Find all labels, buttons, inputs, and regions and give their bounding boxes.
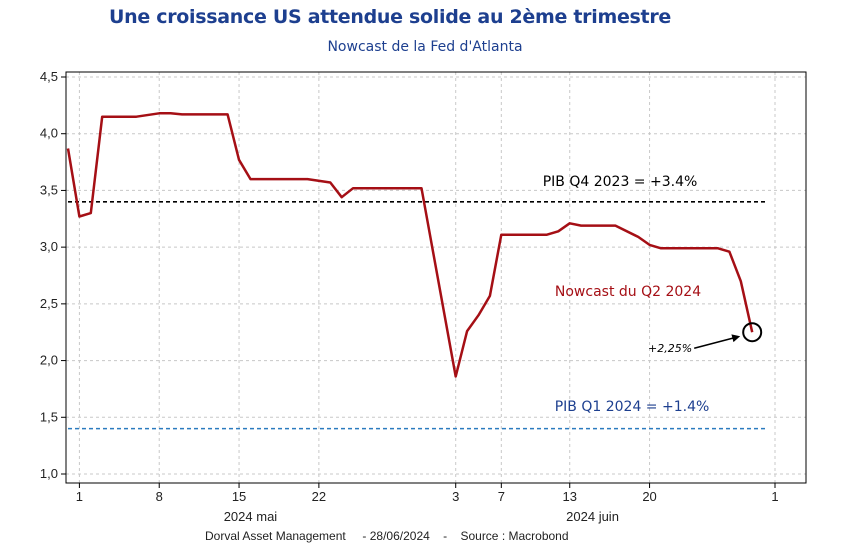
source-footer: Dorval Asset Management - 28/06/2024 - S… xyxy=(205,529,569,543)
last-value-marker xyxy=(742,322,763,343)
series-label: Nowcast du Q2 2024 xyxy=(555,284,701,300)
x-tick-label: 20 xyxy=(642,489,656,504)
chart-subtitle: Nowcast de la Fed d'Atlanta xyxy=(327,39,523,55)
x-tick-label: 3 xyxy=(452,489,459,504)
x-tick-label: 13 xyxy=(563,489,577,504)
x-group-label: 2024 juin xyxy=(566,509,619,524)
callout-arrowhead xyxy=(731,334,741,343)
x-axis: 1 8 15 22 3 7 13 20 1 2024 mai 2024 juin xyxy=(76,483,779,524)
y-tick-label: 2,0 xyxy=(40,353,58,368)
x-tick-label: 7 xyxy=(498,489,505,504)
last-value-label: +2,25% xyxy=(648,342,692,355)
y-tick-label: 1,0 xyxy=(40,466,58,481)
x-tick-label: 1 xyxy=(76,489,83,504)
reference-lines xyxy=(68,200,768,430)
chart-title: Une croissance US attendue solide au 2èm… xyxy=(109,6,671,28)
x-tick-label: 22 xyxy=(312,489,326,504)
q1-line-label: PIB Q1 2024 = +1.4% xyxy=(555,399,710,415)
callout-arrow xyxy=(694,336,737,349)
y-tick-label: 2,5 xyxy=(40,296,58,311)
series xyxy=(66,112,754,378)
y-tick-label: 4,5 xyxy=(40,69,58,84)
y-tick-label: 3,5 xyxy=(40,182,58,197)
y-tick-label: 3,0 xyxy=(40,239,58,254)
y-axis: 1,0 1,5 2,0 2,5 3,0 3,5 4,0 4,5 xyxy=(40,69,66,481)
y-tick-label: 1,5 xyxy=(40,409,58,424)
y-tick-label: 4,0 xyxy=(40,126,58,141)
grid xyxy=(66,72,806,483)
last-value-callout: +2,25% xyxy=(648,322,763,355)
x-tick-label: 8 xyxy=(156,489,163,504)
x-group-label: 2024 mai xyxy=(224,509,278,524)
q4-line-label: PIB Q4 2023 = +3.4% xyxy=(543,174,698,190)
x-tick-label: 1 xyxy=(771,489,778,504)
plot-frame xyxy=(65,71,807,484)
x-tick-label: 15 xyxy=(232,489,246,504)
